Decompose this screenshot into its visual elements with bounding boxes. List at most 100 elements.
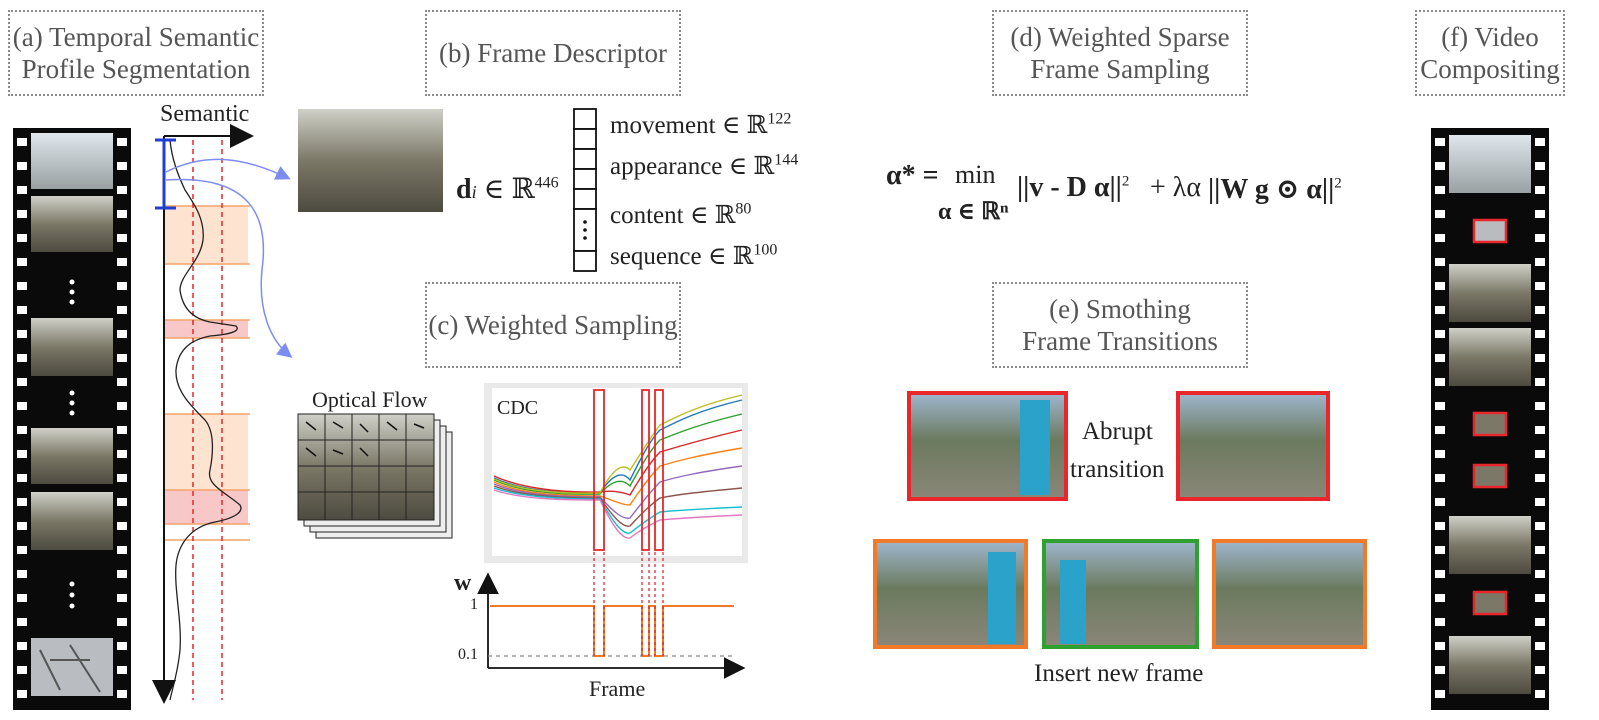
person-figure-inserted [1060, 560, 1086, 644]
eq-term2-square: 2 [1334, 175, 1342, 192]
output-frame-3 [1449, 328, 1531, 386]
panel-e-line1: (e) Smothing [1049, 294, 1191, 324]
eq-plus-lambda: + λα [1150, 172, 1202, 203]
arrow-to-frame [165, 158, 291, 180]
descriptor-item-sequence: sequence ∈ ℝ100 [610, 241, 777, 271]
panel-b-line1: (b) Frame Descriptor [439, 38, 667, 68]
weight-axis-label: w [454, 570, 472, 596]
optical-flow-label: Optical Flow [312, 387, 428, 412]
segment-band-2 [164, 320, 248, 338]
descriptor-item-movement: movement ∈ ℝ122 [610, 110, 791, 140]
eq-term2-body: ||W g ⊙ α|| [1208, 174, 1335, 205]
panel-f-title: (f) Video Compositing [1415, 10, 1565, 96]
panel-b-title: (b) Frame Descriptor [425, 10, 681, 96]
person-figure-left [1020, 400, 1050, 495]
segment-band-1 [164, 206, 248, 264]
eq-domain: α ∈ ℝⁿ [938, 199, 1009, 225]
ellipsis-3 [69, 581, 75, 609]
output-frame-2 [1449, 264, 1531, 322]
film-sprocket-holes [17, 138, 127, 698]
descriptor-item-dim: 80 [735, 200, 752, 218]
panel-c-line1: (c) Weighted Sampling [428, 310, 678, 340]
descriptor-vector-space: ∈ ℝ [483, 174, 535, 205]
abrupt-frame-right [1176, 391, 1330, 501]
weight-tick-high: 1 [470, 596, 478, 613]
semantic-axis-label: Semantic [160, 101, 250, 127]
eq-term2: ||W g ⊙ α||2 [1208, 172, 1342, 206]
output-frame-4 [1449, 516, 1531, 574]
eq-term1-body: ||v - D α|| [1017, 172, 1122, 203]
descriptor-item-dim: 144 [774, 151, 799, 169]
eq-term1: ||v - D α||2 [1017, 172, 1129, 204]
descriptor-item-dim: 100 [753, 241, 778, 259]
panel-e-title: (e) Smothing Frame Transitions [992, 282, 1248, 368]
descriptor-item-name: appearance ∈ ℝ [610, 153, 775, 180]
weight-guide-lines [593, 552, 664, 656]
person-figure-smooth-1 [988, 552, 1016, 644]
film-frame-2 [31, 196, 113, 252]
film-frame-5 [31, 492, 113, 550]
ellipsis-1 [69, 279, 75, 305]
output-inserted-frame-2 [1472, 411, 1508, 437]
segment-boundaries [164, 205, 250, 541]
panel-f-line2: Compositing [1420, 54, 1560, 84]
eq-min: min [955, 160, 996, 189]
cdc-selection-boxes [593, 389, 664, 551]
optical-flow-stack [297, 413, 453, 539]
descriptor-item-name: movement ∈ ℝ [610, 112, 768, 139]
insert-new-frame-label: Insert new frame [1034, 660, 1204, 687]
semantic-profile [152, 124, 293, 704]
frame-axis-label: Frame [589, 676, 646, 701]
arrow-to-optical-flow [165, 178, 293, 358]
panel-d-line2: Frame Sampling [1030, 54, 1210, 84]
descriptor-item-name: content ∈ ℝ [610, 202, 736, 229]
panel-a-title: (a) Temporal Semantic Profile Segmentati… [8, 10, 264, 96]
descriptor-vector-label: di ∈ ℝ446 [456, 172, 559, 206]
descriptor-item-content: content ∈ ℝ80 [610, 200, 751, 230]
input-film-strip [13, 128, 131, 710]
weight-tick-low: 0.1 [458, 646, 478, 663]
transition-frames [873, 391, 1367, 649]
output-inserted-frame-1 [1472, 218, 1508, 244]
cdc-plot [484, 383, 748, 563]
descriptor-vector-cells [573, 108, 597, 272]
abrupt-label-1: Abrupt [1082, 418, 1153, 445]
output-frame-1 [1449, 135, 1531, 193]
smooth-frame-3 [1212, 539, 1367, 649]
descriptor-item-appearance: appearance ∈ ℝ144 [610, 151, 798, 181]
semantic-curve [169, 139, 242, 701]
descriptor-vector-subscript: i [471, 182, 477, 202]
output-inserted-frame-4 [1472, 590, 1508, 616]
segment-band-3 [164, 414, 248, 490]
panel-e-line2: Frame Transitions [1022, 326, 1218, 356]
output-frame-5 [1449, 636, 1531, 694]
output-film-strip [1431, 128, 1549, 710]
sample-frame-image [298, 109, 443, 212]
segment-band-4 [164, 490, 248, 524]
output-inserted-frame-3 [1472, 463, 1508, 489]
cdc-label: CDC [497, 397, 539, 419]
eq-lhs: α* = [886, 160, 939, 191]
ellipsis-2 [69, 390, 75, 416]
abrupt-label-2: transition [1070, 456, 1165, 483]
descriptor-ellipsis [583, 220, 587, 240]
eq-term1-square: 2 [1121, 173, 1130, 190]
descriptor-vector-dim: 446 [534, 174, 559, 192]
weight-curve [490, 605, 734, 657]
cdc-curves [493, 394, 743, 539]
panel-a-line1: (a) Temporal Semantic [12, 22, 260, 52]
panel-a-line2: Profile Segmentation [21, 54, 251, 84]
output-sprocket-holes [1435, 138, 1545, 698]
descriptor-item-name: sequence ∈ ℝ [610, 243, 754, 270]
descriptor-item-dim: 122 [767, 110, 792, 128]
panel-f-line1: (f) Video [1441, 22, 1539, 52]
panel-c-title: (c) Weighted Sampling [425, 282, 681, 368]
descriptor-vector-symbol: d [456, 174, 472, 205]
panel-d-line1: (d) Weighted Sparse [1010, 22, 1230, 52]
panel-d-title: (d) Weighted Sparse Frame Sampling [992, 10, 1248, 96]
film-frame-4 [31, 428, 113, 484]
weight-plot [477, 552, 746, 679]
cdc-plot-area [492, 388, 742, 556]
film-frame-3 [31, 318, 113, 376]
